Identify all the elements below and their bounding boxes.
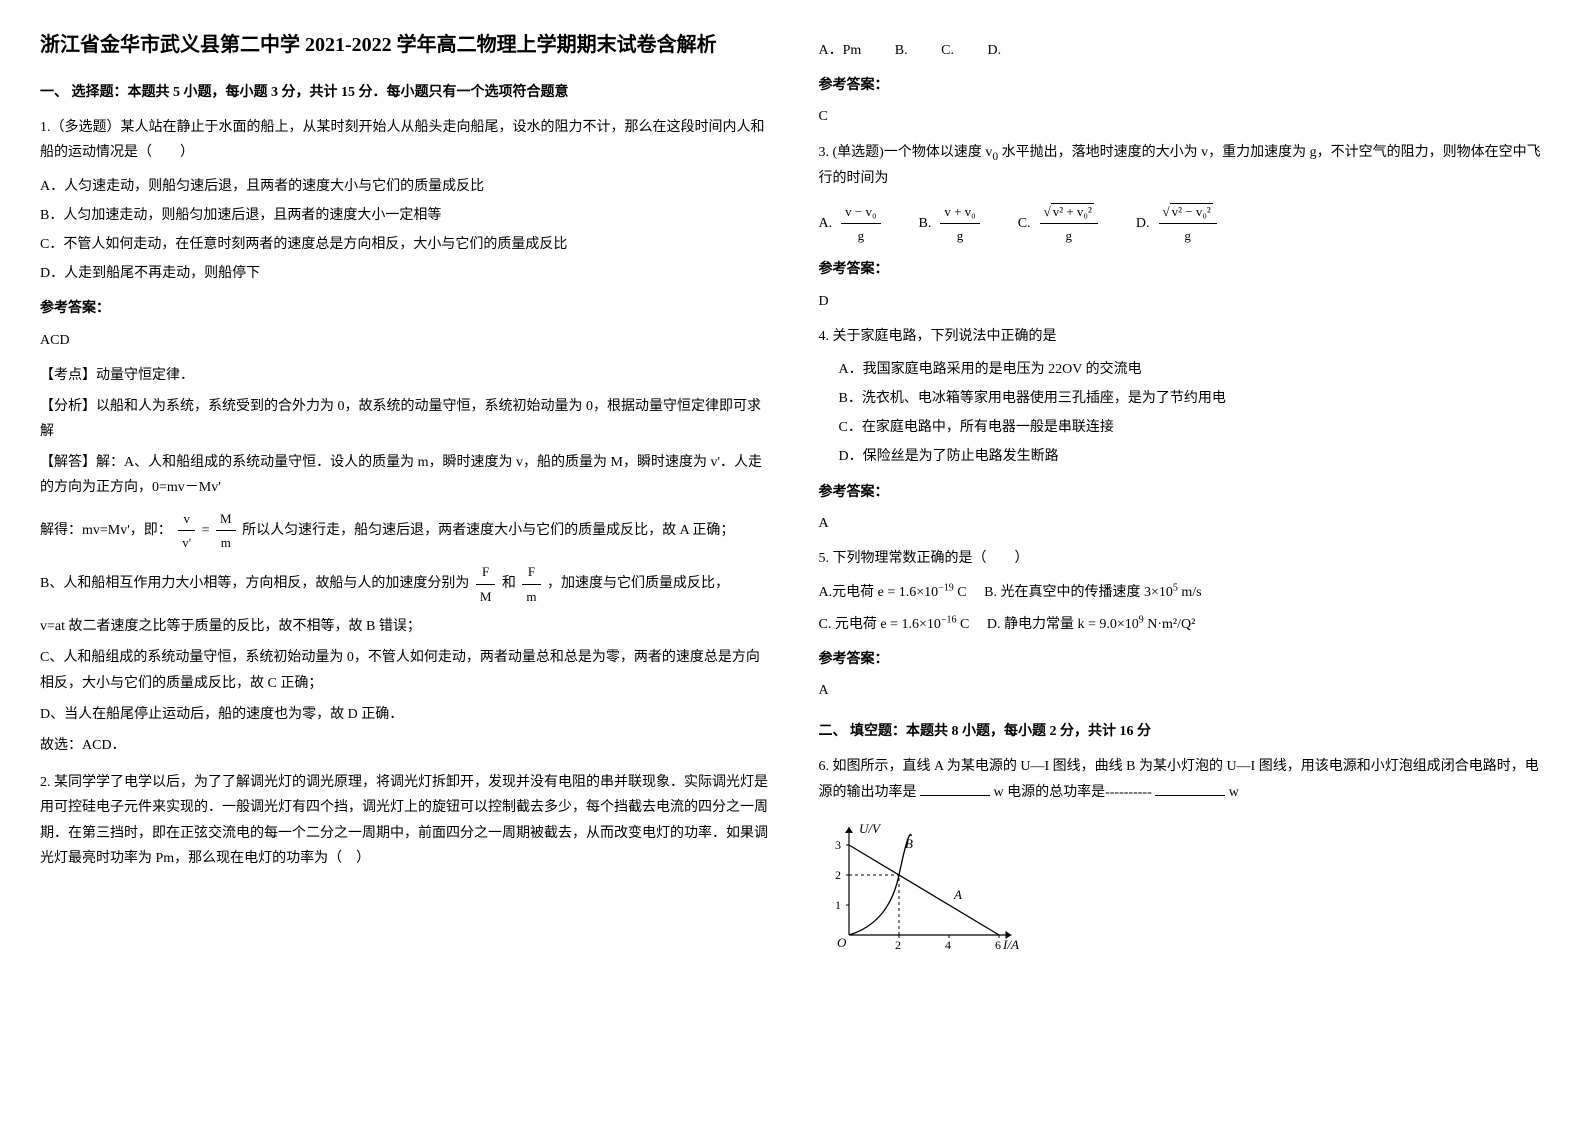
q6-suffix: w	[1229, 785, 1239, 800]
q1-deriv-prefix: 解得：mv=Mv'，即：	[40, 523, 172, 538]
svg-text:3: 3	[835, 838, 841, 852]
q4-opt-d: D．保险丝是为了防止电路发生断路	[819, 444, 1548, 469]
q1-opt-d: D．人走到船尾不再走动，则船停下	[40, 261, 769, 286]
q3-stem-prefix: 3. (单选题)一个物体以速度 v	[819, 145, 993, 160]
q1-kaodian: 【考点】动量守恒定律．	[40, 363, 769, 388]
q5-opt-b: B. 光在真空中的传播速度 3×105 m/s	[984, 585, 1201, 600]
q1-frac-2: Mm	[216, 507, 236, 555]
svg-text:A: A	[953, 887, 962, 902]
q4-stem: 4. 关于家庭电路，下列说法中正确的是	[819, 324, 1548, 349]
q1-jieda-b: B、人和船相互作用力大小相等，方向相反，故船与人的加速度分别为 FM 和 Fm …	[40, 560, 769, 608]
svg-text:B: B	[905, 836, 913, 851]
q1-fenxi: 【分析】以船和人为系统，系统受到的合外力为 0，故系统的动量守恒，系统初始动量为…	[40, 394, 769, 444]
section-2-heading: 二、 填空题：本题共 8 小题，每小题 2 分，共计 16 分	[819, 719, 1548, 744]
q1-stem: 1.（多选题）某人站在静止于水面的船上，从某时刻开始人从船头走向船尾，设水的阻力…	[40, 115, 769, 165]
q5-opt-d: D. 静电力常量 k = 9.0×109 N·m²/Q²	[987, 617, 1195, 632]
svg-text:2: 2	[895, 938, 901, 952]
q2-opt-b: B.	[895, 43, 908, 58]
q1-b-prefix: B、人和船相互作用力大小相等，方向相反，故船与人的加速度分别为	[40, 577, 469, 592]
q4-answer-label: 参考答案：	[819, 480, 1548, 505]
q3-stem: 3. (单选题)一个物体以速度 v0 水平抛出，落地时速度的大小为 v，重力加速…	[819, 140, 1548, 192]
q3-b-label: B.	[919, 211, 932, 236]
q5-answer: A	[819, 678, 1548, 703]
q3-d-label: D.	[1136, 211, 1150, 236]
q2-answer: C	[819, 104, 1548, 129]
q4-opt-c: C．在家庭电路中，所有电器一般是串联连接	[819, 415, 1548, 440]
left-column: 浙江省金华市武义县第二中学 2021-2022 学年高二物理上学期期末试卷含解析…	[40, 30, 769, 964]
q1-jieda-a: 【解答】解：A、人和船组成的系统动量守恒．设人的质量为 m，瞬时速度为 v，船的…	[40, 450, 769, 500]
q2-opt-d: D.	[987, 43, 1001, 58]
q1-b-suffix: ，加速度与它们质量成反比，	[547, 577, 729, 592]
q1-answer-label: 参考答案：	[40, 296, 769, 321]
exam-title: 浙江省金华市武义县第二中学 2021-2022 学年高二物理上学期期末试卷含解析	[40, 30, 769, 60]
q6-blank-2	[1155, 782, 1225, 796]
q3-opt-c: C. v² + v₀²g	[1018, 200, 1101, 248]
q4-answer: A	[819, 511, 1548, 536]
q1-deriv-suffix: 所以人匀速行走，船匀速后退，两者速度大小与它们的质量成反比，故 A 正确；	[242, 523, 734, 538]
q1-frac-1: vv'	[178, 507, 195, 555]
q3-a-label: A.	[819, 211, 833, 236]
q2-answer-label: 参考答案：	[819, 73, 1548, 98]
q3-opt-d: D. v² − v₀²g	[1136, 200, 1220, 248]
q1-jieda-d: D、当人在船尾停止运动后，船的速度也为零，故 D 正确．	[40, 702, 769, 727]
ui-chart: U/V I/A O 1 2 3 2 4 6 A B	[819, 815, 1548, 964]
q2-opt-c: C.	[941, 43, 954, 58]
q6-stem: 6. 如图所示，直线 A 为某电源的 U—I 图线，曲线 B 为某小灯泡的 U—…	[819, 754, 1548, 804]
q5-row-cd: C. 元电荷 e = 1.6×10−16 C D. 静电力常量 k = 9.0×…	[819, 611, 1548, 637]
q3-answer: D	[819, 289, 1548, 314]
q1-jieda-deriv: 解得：mv=Mv'，即： vv' = Mm 所以人匀速行走，船匀速后退，两者速度…	[40, 507, 769, 555]
q1-frac-4: Fm	[522, 560, 540, 608]
q1-answer: ACD	[40, 328, 769, 353]
svg-text:4: 4	[945, 938, 951, 952]
svg-text:6: 6	[995, 938, 1001, 952]
q5-opt-a: A.元电荷 e = 1.6×10−19 C	[819, 585, 967, 600]
q1-opt-b: B．人匀加速走动，则船匀加速后退，且两者的速度大小一定相等	[40, 203, 769, 228]
q6-mid: w 电源的总功率是----------	[994, 785, 1152, 800]
right-column: A．Pm B. C. D. 参考答案： C 3. (单选题)一个物体以速度 v0…	[819, 30, 1548, 964]
q4-opt-b: B．洗衣机、电冰箱等家用电器使用三孔插座，是为了节约用电	[819, 386, 1548, 411]
q1-opt-a: A．人匀速走动，则船匀速后退，且两者的速度大小与它们的质量成反比	[40, 174, 769, 199]
q1-frac-3: FM	[476, 560, 496, 608]
q3-formula-options: A. v − v₀g B. v + v₀g C. v² + v₀²g D. v²…	[819, 200, 1548, 248]
q2-stem: 2. 某同学学了电学以后，为了了解调光灯的调光原理，将调光灯拆卸开，发现并没有电…	[40, 770, 769, 871]
q4-opt-a: A．我国家庭电路采用的是电压为 22OV 的交流电	[819, 357, 1548, 382]
svg-text:2: 2	[835, 868, 841, 882]
q1-b-mid: 和	[502, 577, 516, 592]
q3-opt-a: A. v − v₀g	[819, 200, 884, 248]
q3-c-label: C.	[1018, 211, 1031, 236]
q2-options: A．Pm B. C. D.	[819, 38, 1548, 63]
svg-text:O: O	[837, 935, 847, 950]
svg-text:U/V: U/V	[859, 821, 882, 836]
q1-vateq: v=at 故二者速度之比等于质量的反比，故不相等，故 B 错误；	[40, 614, 769, 639]
q5-opt-c: C. 元电荷 e = 1.6×10−16 C	[819, 617, 970, 632]
q6-blank-1	[920, 782, 990, 796]
section-1-heading: 一、 选择题：本题共 5 小题，每小题 3 分，共计 15 分．每小题只有一个选…	[40, 80, 769, 105]
q1-opt-c: C．不管人如何走动，在任意时刻两者的速度总是方向相反，大小与它们的质量成反比	[40, 232, 769, 257]
q5-answer-label: 参考答案：	[819, 647, 1548, 672]
q3-opt-b: B. v + v₀g	[919, 200, 983, 248]
q1-jieda-c: C、人和船组成的系统动量守恒，系统初始动量为 0，不管人如何走动，两者动量总和总…	[40, 645, 769, 695]
q1-conclusion: 故选：ACD．	[40, 733, 769, 758]
chart-svg: U/V I/A O 1 2 3 2 4 6 A B	[819, 815, 1019, 955]
svg-text:I/A: I/A	[1002, 937, 1019, 952]
q5-stem: 5. 下列物理常数正确的是（ ）	[819, 546, 1548, 571]
q5-row-ab: A.元电荷 e = 1.6×10−19 C B. 光在真空中的传播速度 3×10…	[819, 579, 1548, 605]
q3-answer-label: 参考答案：	[819, 257, 1548, 282]
svg-text:1: 1	[835, 898, 841, 912]
q2-opt-a: A．Pm	[819, 43, 862, 58]
